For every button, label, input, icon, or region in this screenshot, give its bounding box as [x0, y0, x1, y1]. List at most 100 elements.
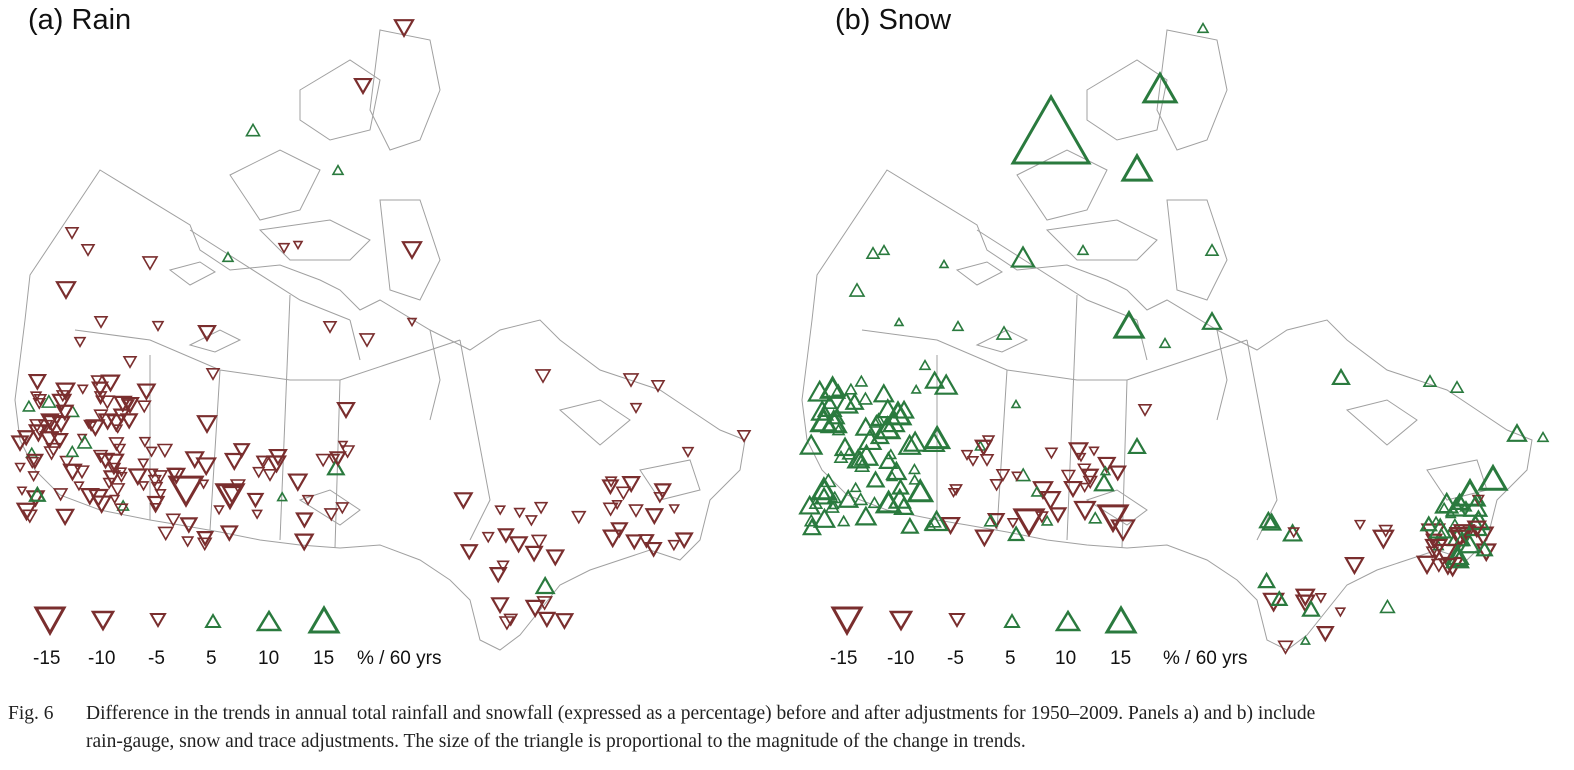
increase-marker [816, 394, 843, 417]
increase-marker [893, 316, 905, 327]
decrease-marker [157, 526, 175, 542]
increase-marker [1093, 472, 1115, 492]
decrease-marker [205, 367, 221, 381]
panel-snow: (b) Snow -15 -10 -5 5 10 15 % / 60 yrs [787, 0, 1574, 690]
increase-marker [1506, 422, 1528, 442]
decrease-marker [25, 456, 40, 470]
decrease-marker [37, 419, 54, 434]
decrease-marker [109, 483, 126, 497]
increase-marker [1257, 571, 1277, 589]
increase-marker [1270, 590, 1289, 606]
decrease-marker [85, 419, 106, 438]
decrease-marker [138, 436, 152, 448]
increase-marker [878, 451, 899, 469]
decrease-marker [508, 536, 529, 554]
decrease-marker [252, 466, 266, 479]
decrease-marker [1277, 640, 1294, 655]
decrease-marker [668, 504, 681, 515]
increase-marker [902, 430, 928, 452]
decrease-marker [1334, 607, 1347, 618]
decrease-marker [601, 479, 620, 496]
increase-marker [933, 373, 959, 395]
increase-marker [893, 399, 915, 419]
increase-marker [924, 509, 949, 532]
decrease-marker [545, 549, 566, 567]
increase-marker [828, 499, 840, 510]
decrease-marker [73, 336, 87, 348]
decrease-marker [644, 508, 665, 526]
panel-title: (b) Snow [835, 4, 952, 36]
decrease-marker [1314, 593, 1327, 604]
decrease-marker [667, 539, 681, 552]
decrease-marker [653, 492, 667, 504]
decrease-marker [197, 324, 217, 343]
increase-marker [830, 383, 846, 397]
legend-label-5: 5 [1005, 648, 1016, 669]
decrease-marker [653, 483, 672, 500]
decrease-marker [1108, 465, 1127, 482]
decrease-marker [16, 430, 36, 447]
increase-marker [831, 423, 846, 436]
decrease-marker [147, 474, 162, 488]
decrease-marker [1034, 511, 1049, 524]
decrease-marker [137, 458, 150, 470]
decrease-marker [112, 424, 124, 434]
decrease-marker [1060, 469, 1077, 483]
decrease-marker [166, 467, 182, 482]
decrease-marker [611, 500, 623, 511]
decrease-marker [33, 394, 48, 407]
increase-marker [1158, 337, 1172, 349]
increase-marker [65, 444, 80, 458]
decrease-marker [736, 429, 752, 443]
decrease-marker [52, 488, 69, 502]
decrease-marker [602, 502, 619, 517]
increase-marker [1127, 436, 1147, 455]
decrease-marker [29, 391, 43, 403]
decrease-marker [195, 457, 217, 477]
decrease-marker [55, 508, 76, 527]
decrease-marker [14, 462, 26, 473]
legend-triangle-down-5 [948, 613, 966, 628]
decrease-marker [494, 505, 507, 516]
decrease-marker [498, 616, 516, 631]
increase-marker [897, 433, 922, 455]
decrease-marker [55, 390, 70, 403]
decrease-marker [336, 401, 356, 420]
decrease-marker [534, 369, 552, 384]
increase-marker [995, 325, 1013, 340]
increase-marker [1258, 510, 1279, 529]
decrease-marker [960, 449, 974, 461]
decrease-marker [99, 395, 116, 410]
increase-marker [21, 399, 36, 412]
panel-title: (a) Rain [28, 4, 132, 36]
decrease-marker [146, 468, 159, 479]
decrease-marker [1315, 626, 1335, 643]
legend-label-15: 15 [1110, 648, 1132, 669]
increase-marker [857, 428, 883, 451]
legend-label-minus-10: -10 [88, 648, 116, 669]
increase-marker [877, 244, 891, 256]
decrease-marker [106, 462, 122, 476]
increase-marker [1076, 244, 1090, 256]
decrease-marker [1415, 555, 1439, 576]
decrease-marker [136, 383, 157, 401]
decrease-marker [621, 476, 642, 494]
increase-marker [837, 488, 860, 508]
decrease-marker [973, 439, 994, 457]
legend-snow: -15 -10 -5 5 10 15 % / 60 yrs [787, 600, 1574, 680]
decrease-marker [339, 445, 356, 459]
decrease-marker [337, 440, 349, 451]
decrease-marker [1425, 546, 1440, 559]
increase-marker [854, 505, 878, 526]
canada-outline [14, 29, 746, 651]
increase-marker [983, 513, 999, 527]
decrease-marker [90, 381, 110, 398]
decrease-marker [137, 481, 150, 492]
decrease-marker [1371, 529, 1395, 550]
increase-marker [1428, 517, 1453, 539]
increase-marker [40, 394, 57, 408]
increase-marker [900, 516, 920, 534]
legend-triangle-up-5 [1003, 613, 1021, 628]
increase-marker [812, 507, 837, 528]
increase-marker [869, 426, 891, 445]
